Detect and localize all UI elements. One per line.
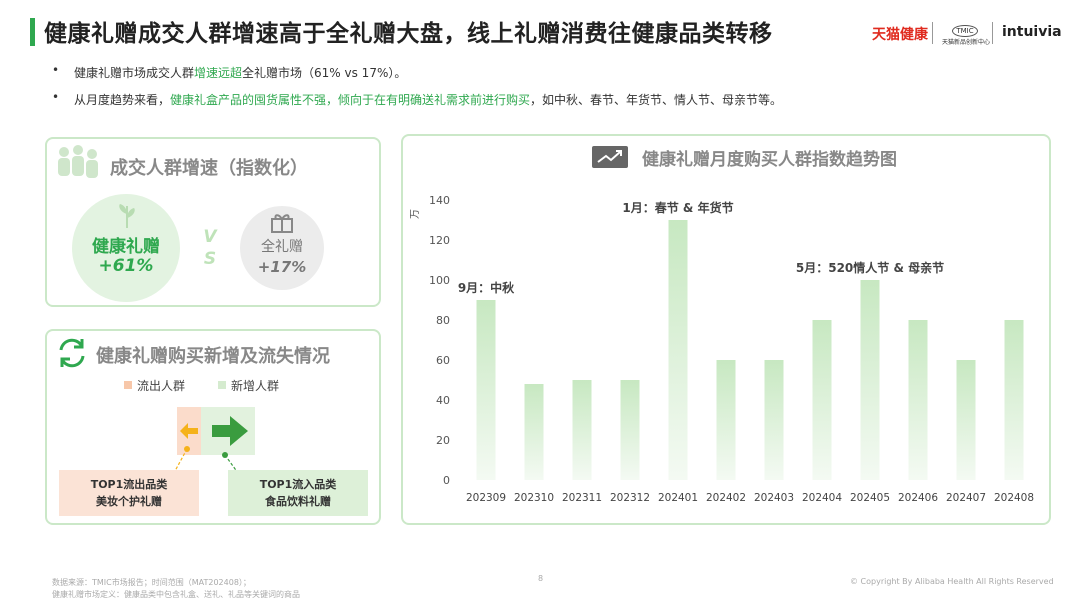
x-tick-label: 202405: [850, 492, 890, 504]
y-tick-label: 20: [436, 434, 450, 447]
brand-tmic-logo: TMIC 天猫新品创新中心: [942, 18, 991, 46]
legend-in-label: 新增人群: [231, 379, 280, 393]
x-tick-label: 202311: [562, 492, 602, 504]
bar-202311: [572, 380, 592, 480]
trend-chart-icon: [592, 146, 628, 168]
bar-202402: [716, 360, 736, 480]
footer-copyright: © Copyright By Alibaba Health All Rights…: [850, 577, 1054, 586]
x-tick-label: 202309: [466, 492, 506, 504]
top-inflow-category-box: TOP1流入品类 食品饮料礼赠: [228, 470, 368, 516]
y-tick-label: 60: [436, 354, 450, 367]
top-outflow-heading: TOP1流出品类: [90, 478, 168, 491]
brand-intuivia-logo: intuivia: [1002, 24, 1062, 40]
bar-202403: [764, 360, 784, 480]
top-inflow-category: 食品饮料礼赠: [265, 495, 331, 508]
arrow-right-icon: [212, 416, 248, 446]
growth-panel-title: 成交人群增速（指数化）: [110, 158, 308, 179]
brand-divider: [932, 22, 933, 44]
refresh-arrows-icon: [59, 338, 85, 368]
health-gift-growth-circle: 健康礼赠 +61%: [72, 194, 180, 302]
bar-202310: [524, 384, 544, 480]
x-tick-label: 202312: [610, 492, 650, 504]
footer-source: 数据来源：TMIC市场报告；时间范围（MAT202408）；: [52, 578, 251, 587]
y-tick-label: 40: [436, 394, 450, 407]
bar-202405: [860, 280, 880, 480]
bullet-item: 健康礼赠市场成交人群增速远超全礼赠市场（61% vs 17%）。: [52, 63, 782, 81]
bar-202407: [956, 360, 976, 480]
x-tick-label: 202404: [802, 492, 842, 504]
people-group-icon: [58, 145, 98, 178]
y-tick-label: 120: [429, 234, 450, 247]
bar-202312: [620, 380, 640, 480]
all-gift-label: 全礼赠: [261, 239, 303, 255]
bar-202404: [812, 320, 832, 480]
bar-annotation: 9月：中秋: [458, 280, 515, 295]
legend-out-swatch: [124, 381, 132, 389]
arrow-left-icon: [180, 423, 198, 439]
x-tick-label: 202310: [514, 492, 554, 504]
x-tick-label: 202401: [658, 492, 698, 504]
top-inflow-heading: TOP1流入品类: [259, 478, 337, 491]
gift-box-icon: [271, 214, 293, 233]
bar-202309: [476, 300, 496, 480]
title-accent-bar: [30, 18, 35, 46]
all-gift-growth-value: +17%: [257, 258, 307, 276]
summary-bullets: 健康礼赠市场成交人群增速远超全礼赠市场（61% vs 17%）。 从月度趋势来看…: [52, 63, 782, 118]
bar-202408: [1004, 320, 1024, 480]
x-tick-label: 202403: [754, 492, 794, 504]
page-title: 健康礼赠成交人群增速高于全礼赠大盘，线上礼赠消费往健康品类转移: [44, 21, 773, 47]
x-tick-label: 202402: [706, 492, 746, 504]
brand-divider: [992, 22, 993, 44]
bar-202401: [668, 220, 688, 480]
y-tick-label: 100: [429, 274, 450, 287]
y-tick-label: 140: [429, 194, 450, 207]
flow-panel-title: 健康礼赠购买新增及流失情况: [96, 346, 330, 367]
bullet-item: 从月度趋势来看，健康礼盒产品的囤货属性不强，倾向于在有明确送礼需求前进行购买，如…: [52, 90, 782, 108]
brand-tmall-health-logo: 天猫健康: [872, 27, 928, 43]
x-tick-label: 202408: [994, 492, 1034, 504]
top-outflow-category: 美妆个护礼赠: [96, 495, 162, 508]
connector-lines: [174, 446, 239, 474]
bar-annotation: 5月：520情人节 & 母亲节: [796, 260, 944, 275]
chart-title: 健康礼赠月度购买人群指数趋势图: [642, 150, 897, 170]
bar-annotation: 1月：春节 & 年货节: [622, 200, 733, 215]
y-axis-unit-label: 万: [410, 209, 421, 219]
leaf-icon: [119, 204, 135, 229]
tmic-logo-mark: TMIC: [952, 25, 978, 37]
top-outflow-category-box: TOP1流出品类 美妆个护礼赠: [59, 470, 199, 516]
legend-out-label: 流出人群: [137, 379, 186, 393]
health-gift-label: 健康礼赠: [92, 237, 160, 257]
page-number: 8: [538, 574, 544, 583]
legend-in-swatch: [218, 381, 226, 389]
bar-202406: [908, 320, 928, 480]
y-tick-label: 0: [443, 474, 450, 487]
footer-definition: 健康礼赠市场定义：健康品类中包含礼盒、送礼、礼品等关键词的商品: [52, 590, 300, 599]
health-gift-growth-value: +61%: [98, 256, 154, 276]
x-tick-label: 202406: [898, 492, 938, 504]
x-tick-label: 202407: [946, 492, 986, 504]
tmic-logo-subtitle: 天猫新品创新中心: [942, 39, 991, 46]
y-tick-label: 80: [436, 314, 450, 327]
all-gift-growth-circle: 全礼赠 +17%: [240, 206, 324, 290]
